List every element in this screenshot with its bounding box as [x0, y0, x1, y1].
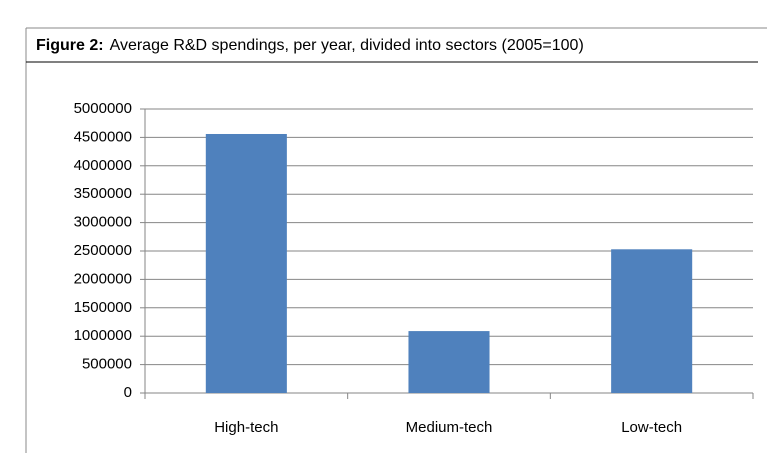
- y-tick-label: 5000000: [74, 100, 132, 117]
- x-tick-label: High-tech: [214, 419, 278, 436]
- title-text: Average R&D spendings, per year, divided…: [110, 37, 584, 54]
- y-tick-label: 4000000: [74, 157, 132, 174]
- y-tick-label: 3000000: [74, 214, 132, 231]
- chart-title: Figure 2: Average R&D spendings, per year…: [36, 37, 584, 54]
- y-tick-label: 1000000: [74, 327, 132, 344]
- y-tick-label: 0: [124, 384, 132, 401]
- figure-label: Figure 2:: [36, 37, 104, 54]
- x-tick-label: Medium-tech: [406, 419, 493, 436]
- y-tick-label: 2000000: [74, 270, 132, 287]
- bar: [205, 133, 287, 393]
- bar: [611, 249, 693, 393]
- bar: [408, 331, 490, 393]
- y-tick-label: 500000: [82, 356, 132, 373]
- y-tick-label: 2500000: [74, 242, 132, 259]
- x-tick-label: Low-tech: [621, 419, 682, 436]
- y-tick-label: 4500000: [74, 128, 132, 145]
- y-tick-label: 3500000: [74, 185, 132, 202]
- y-tick-label: 1500000: [74, 299, 132, 316]
